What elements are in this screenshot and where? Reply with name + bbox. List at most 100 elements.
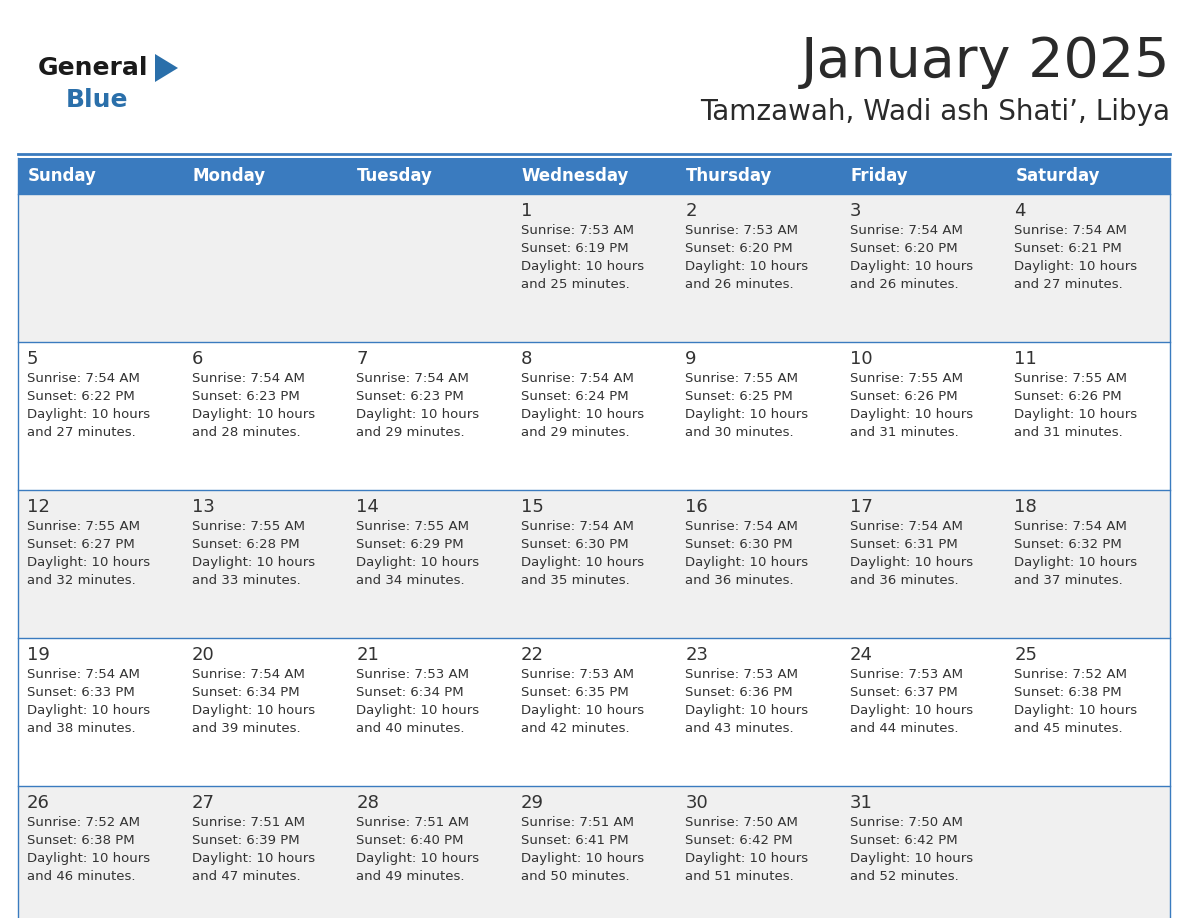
Text: Sunrise: 7:54 AM: Sunrise: 7:54 AM [849, 224, 962, 237]
Text: Daylight: 10 hours: Daylight: 10 hours [1015, 704, 1138, 717]
Text: Sunset: 6:30 PM: Sunset: 6:30 PM [685, 538, 792, 551]
Bar [18, 786, 1170, 918]
Text: Sunrise: 7:52 AM: Sunrise: 7:52 AM [1015, 668, 1127, 681]
Text: Sunset: 6:42 PM: Sunset: 6:42 PM [685, 834, 792, 847]
Text: Sunrise: 7:54 AM: Sunrise: 7:54 AM [849, 520, 962, 533]
Text: and 25 minutes.: and 25 minutes. [520, 278, 630, 291]
Text: Daylight: 10 hours: Daylight: 10 hours [1015, 408, 1138, 421]
Bar [18, 194, 1170, 342]
Text: Monday: Monday [192, 167, 266, 185]
Text: Sunrise: 7:51 AM: Sunrise: 7:51 AM [356, 816, 469, 829]
Text: 22: 22 [520, 646, 544, 664]
Text: Daylight: 10 hours: Daylight: 10 hours [849, 260, 973, 273]
Text: 7: 7 [356, 350, 367, 368]
Text: Friday: Friday [851, 167, 909, 185]
Text: and 29 minutes.: and 29 minutes. [520, 426, 630, 439]
Text: Sunrise: 7:52 AM: Sunrise: 7:52 AM [27, 816, 140, 829]
Text: and 39 minutes.: and 39 minutes. [191, 722, 301, 735]
Text: Sunrise: 7:51 AM: Sunrise: 7:51 AM [520, 816, 633, 829]
Text: 19: 19 [27, 646, 50, 664]
Text: Sunrise: 7:53 AM: Sunrise: 7:53 AM [849, 668, 962, 681]
Text: and 27 minutes.: and 27 minutes. [1015, 278, 1123, 291]
Text: Sunrise: 7:54 AM: Sunrise: 7:54 AM [520, 372, 633, 385]
Text: and 32 minutes.: and 32 minutes. [27, 574, 135, 587]
Text: Sunrise: 7:51 AM: Sunrise: 7:51 AM [191, 816, 304, 829]
Text: Daylight: 10 hours: Daylight: 10 hours [27, 704, 150, 717]
Text: 12: 12 [27, 498, 50, 516]
Polygon shape [154, 54, 178, 82]
Text: 29: 29 [520, 794, 544, 812]
Text: Sunrise: 7:54 AM: Sunrise: 7:54 AM [191, 372, 304, 385]
Text: 11: 11 [1015, 350, 1037, 368]
Text: 21: 21 [356, 646, 379, 664]
Text: Sunset: 6:21 PM: Sunset: 6:21 PM [1015, 242, 1123, 255]
Text: Sunset: 6:35 PM: Sunset: 6:35 PM [520, 686, 628, 699]
Text: Sunrise: 7:53 AM: Sunrise: 7:53 AM [685, 668, 798, 681]
Text: Sunrise: 7:55 AM: Sunrise: 7:55 AM [849, 372, 962, 385]
Text: Sunrise: 7:54 AM: Sunrise: 7:54 AM [27, 372, 140, 385]
Text: Sunrise: 7:55 AM: Sunrise: 7:55 AM [685, 372, 798, 385]
Text: Sunset: 6:34 PM: Sunset: 6:34 PM [356, 686, 463, 699]
Text: Daylight: 10 hours: Daylight: 10 hours [849, 556, 973, 569]
Text: Sunset: 6:27 PM: Sunset: 6:27 PM [27, 538, 134, 551]
Bar [18, 638, 1170, 786]
Text: Sunset: 6:20 PM: Sunset: 6:20 PM [685, 242, 792, 255]
Text: Sunset: 6:40 PM: Sunset: 6:40 PM [356, 834, 463, 847]
Text: Sunset: 6:38 PM: Sunset: 6:38 PM [27, 834, 134, 847]
Text: Daylight: 10 hours: Daylight: 10 hours [356, 852, 479, 865]
Text: 6: 6 [191, 350, 203, 368]
Text: General: General [38, 56, 148, 80]
Text: Sunset: 6:26 PM: Sunset: 6:26 PM [1015, 390, 1121, 403]
Text: Sunset: 6:31 PM: Sunset: 6:31 PM [849, 538, 958, 551]
Text: and 43 minutes.: and 43 minutes. [685, 722, 794, 735]
Text: and 51 minutes.: and 51 minutes. [685, 870, 794, 883]
Text: 31: 31 [849, 794, 873, 812]
Text: and 45 minutes.: and 45 minutes. [1015, 722, 1123, 735]
Text: Daylight: 10 hours: Daylight: 10 hours [356, 704, 479, 717]
Text: Sunset: 6:24 PM: Sunset: 6:24 PM [520, 390, 628, 403]
Text: 8: 8 [520, 350, 532, 368]
Text: and 28 minutes.: and 28 minutes. [191, 426, 301, 439]
Text: 13: 13 [191, 498, 215, 516]
Text: Sunrise: 7:54 AM: Sunrise: 7:54 AM [27, 668, 140, 681]
Text: Sunset: 6:36 PM: Sunset: 6:36 PM [685, 686, 792, 699]
Text: and 31 minutes.: and 31 minutes. [1015, 426, 1123, 439]
Text: Sunset: 6:39 PM: Sunset: 6:39 PM [191, 834, 299, 847]
Text: Daylight: 10 hours: Daylight: 10 hours [685, 852, 808, 865]
Text: and 52 minutes.: and 52 minutes. [849, 870, 959, 883]
Text: Sunset: 6:20 PM: Sunset: 6:20 PM [849, 242, 958, 255]
Text: Sunset: 6:34 PM: Sunset: 6:34 PM [191, 686, 299, 699]
Text: Sunrise: 7:55 AM: Sunrise: 7:55 AM [1015, 372, 1127, 385]
Text: Sunset: 6:37 PM: Sunset: 6:37 PM [849, 686, 958, 699]
Text: 2: 2 [685, 202, 697, 220]
Text: Sunrise: 7:50 AM: Sunrise: 7:50 AM [685, 816, 798, 829]
Text: 17: 17 [849, 498, 873, 516]
Text: and 34 minutes.: and 34 minutes. [356, 574, 465, 587]
Text: 30: 30 [685, 794, 708, 812]
Text: Sunset: 6:29 PM: Sunset: 6:29 PM [356, 538, 463, 551]
Text: 20: 20 [191, 646, 214, 664]
Text: and 50 minutes.: and 50 minutes. [520, 870, 630, 883]
Text: Daylight: 10 hours: Daylight: 10 hours [191, 556, 315, 569]
Text: 23: 23 [685, 646, 708, 664]
Text: Daylight: 10 hours: Daylight: 10 hours [520, 852, 644, 865]
Text: and 26 minutes.: and 26 minutes. [685, 278, 794, 291]
Text: Daylight: 10 hours: Daylight: 10 hours [520, 260, 644, 273]
Text: Daylight: 10 hours: Daylight: 10 hours [685, 704, 808, 717]
Text: 18: 18 [1015, 498, 1037, 516]
Text: Sunrise: 7:50 AM: Sunrise: 7:50 AM [849, 816, 962, 829]
Text: Daylight: 10 hours: Daylight: 10 hours [1015, 260, 1138, 273]
Text: Daylight: 10 hours: Daylight: 10 hours [685, 260, 808, 273]
Text: 9: 9 [685, 350, 697, 368]
Text: and 29 minutes.: and 29 minutes. [356, 426, 465, 439]
Text: Sunset: 6:30 PM: Sunset: 6:30 PM [520, 538, 628, 551]
Text: 24: 24 [849, 646, 873, 664]
Text: Sunrise: 7:54 AM: Sunrise: 7:54 AM [520, 520, 633, 533]
Text: Sunset: 6:28 PM: Sunset: 6:28 PM [191, 538, 299, 551]
Text: 1: 1 [520, 202, 532, 220]
Text: and 27 minutes.: and 27 minutes. [27, 426, 135, 439]
Bar [18, 158, 1170, 194]
Text: Sunset: 6:26 PM: Sunset: 6:26 PM [849, 390, 958, 403]
Text: 27: 27 [191, 794, 215, 812]
Text: and 30 minutes.: and 30 minutes. [685, 426, 794, 439]
